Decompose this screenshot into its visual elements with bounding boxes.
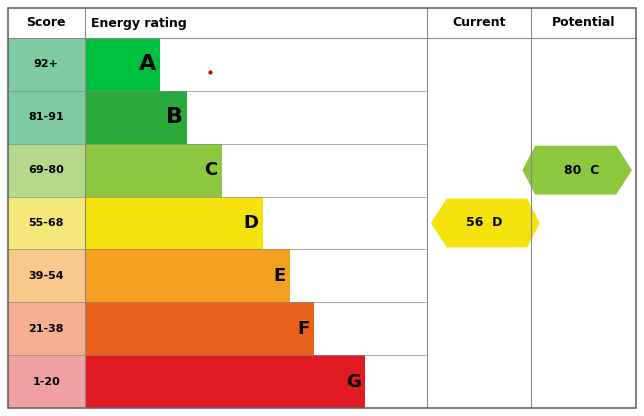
Bar bbox=[8, 144, 84, 197]
Bar bbox=[84, 197, 263, 250]
Text: Potential: Potential bbox=[552, 17, 615, 30]
Text: F: F bbox=[298, 320, 310, 338]
Bar bbox=[8, 38, 84, 91]
Text: Energy rating: Energy rating bbox=[91, 17, 186, 30]
Bar bbox=[8, 355, 84, 408]
Bar bbox=[84, 144, 222, 197]
Bar bbox=[84, 91, 187, 144]
Polygon shape bbox=[522, 146, 632, 195]
Text: D: D bbox=[243, 214, 259, 232]
Text: G: G bbox=[346, 373, 361, 391]
Text: 80  C: 80 C bbox=[564, 163, 599, 177]
Bar bbox=[8, 197, 84, 250]
Bar bbox=[84, 38, 160, 91]
Text: Score: Score bbox=[26, 17, 66, 30]
Text: 81-91: 81-91 bbox=[28, 112, 64, 122]
Bar bbox=[84, 250, 290, 302]
Text: B: B bbox=[166, 107, 184, 127]
Text: 56  D: 56 D bbox=[466, 216, 502, 230]
Bar bbox=[8, 250, 84, 302]
Bar bbox=[8, 8, 636, 38]
Text: 92+: 92+ bbox=[34, 59, 59, 69]
Text: 1-20: 1-20 bbox=[32, 376, 60, 386]
Polygon shape bbox=[431, 198, 540, 248]
Bar bbox=[8, 91, 84, 144]
Text: Current: Current bbox=[452, 17, 506, 30]
Bar bbox=[84, 302, 314, 355]
Text: 69-80: 69-80 bbox=[28, 165, 64, 175]
Text: 21-38: 21-38 bbox=[28, 324, 64, 334]
Text: E: E bbox=[274, 267, 286, 285]
Bar bbox=[8, 302, 84, 355]
Text: 55-68: 55-68 bbox=[28, 218, 64, 228]
Text: A: A bbox=[138, 54, 156, 74]
Bar bbox=[84, 355, 365, 408]
Text: 39-54: 39-54 bbox=[28, 271, 64, 281]
Text: C: C bbox=[204, 161, 218, 179]
